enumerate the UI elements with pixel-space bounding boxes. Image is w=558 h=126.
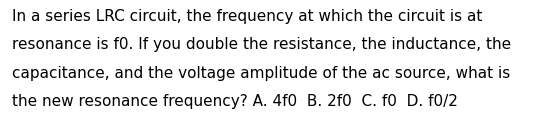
Text: capacitance, and the voltage amplitude of the ac source, what is: capacitance, and the voltage amplitude o… xyxy=(12,66,511,81)
Text: In a series LRC circuit, the frequency at which the circuit is at: In a series LRC circuit, the frequency a… xyxy=(12,9,483,24)
Text: resonance is f0. If you double the resistance, the inductance, the: resonance is f0. If you double the resis… xyxy=(12,37,511,52)
Text: the new resonance frequency? A. 4f0  B. 2f0  C. f0  D. f0/2: the new resonance frequency? A. 4f0 B. 2… xyxy=(12,94,458,109)
